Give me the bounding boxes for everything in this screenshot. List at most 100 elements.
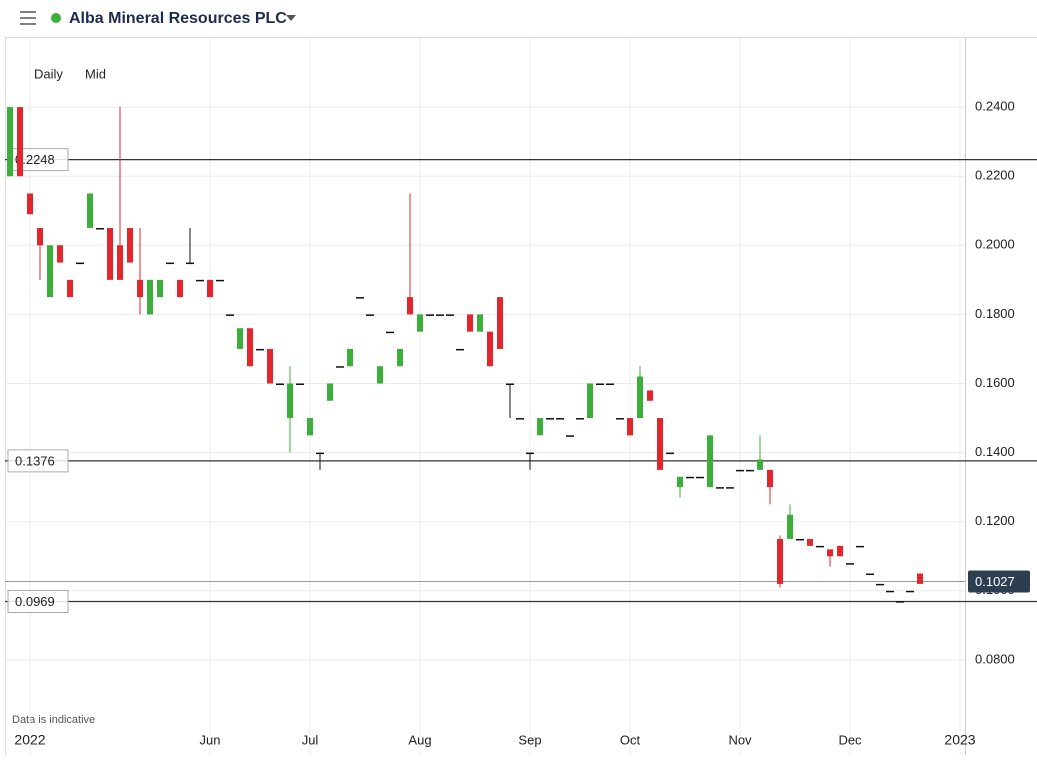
instrument-title[interactable]: Alba Mineral Resources PLC xyxy=(69,10,287,27)
candle-body xyxy=(917,573,923,584)
candle-body xyxy=(426,314,434,316)
candle-body xyxy=(366,314,374,316)
x-tick-label: Nov xyxy=(728,732,752,747)
candle-body xyxy=(696,476,704,479)
candle-body xyxy=(166,262,174,265)
candle-body xyxy=(157,279,163,298)
x-tick-label: 2023 xyxy=(944,732,975,748)
status-dot xyxy=(51,13,61,23)
candle-body xyxy=(76,262,84,265)
candle-body xyxy=(336,366,344,368)
candle-body xyxy=(436,314,444,316)
candle-body xyxy=(417,314,423,332)
y-tick-label: 0.1200 xyxy=(975,513,1015,528)
candle-body xyxy=(587,383,593,419)
x-tick-label: Oct xyxy=(620,732,641,747)
note: Data is indicative xyxy=(12,714,95,726)
candle-body xyxy=(537,418,543,436)
candle-body xyxy=(866,573,874,576)
candle-body xyxy=(17,107,23,177)
y-tick-label: 0.2200 xyxy=(975,168,1015,183)
candle-body xyxy=(787,514,793,539)
candle-body xyxy=(657,418,663,470)
candle-body xyxy=(627,418,633,436)
candle-body xyxy=(707,435,713,488)
candle-body xyxy=(736,469,744,472)
candle-body xyxy=(526,452,534,455)
x-tick-label: Sep xyxy=(518,732,541,747)
candle-body xyxy=(516,418,524,420)
candle-body xyxy=(497,297,503,349)
candle-body xyxy=(856,545,864,548)
candle-body xyxy=(386,331,394,334)
candle-body xyxy=(316,452,324,455)
level-label-box xyxy=(7,449,69,473)
candle-body xyxy=(127,228,133,263)
candle-body xyxy=(207,279,213,298)
x-tick-label: Jul xyxy=(302,732,319,747)
interval-label[interactable]: Daily xyxy=(34,66,63,81)
candle-body xyxy=(726,487,734,489)
level-label: 0.2248 xyxy=(15,152,55,167)
header: Alba Mineral Resources PLC xyxy=(5,10,1037,38)
candle-body xyxy=(837,545,843,557)
candle-body xyxy=(596,383,604,385)
candle-body xyxy=(876,583,884,586)
candle-body xyxy=(377,366,383,384)
candle-body xyxy=(267,348,273,384)
candle-body xyxy=(307,418,313,436)
y-tick-label: 0.1400 xyxy=(975,444,1015,459)
candle-body xyxy=(566,435,574,437)
candle-body xyxy=(327,383,333,401)
y-tick-label: 0.1600 xyxy=(975,375,1015,390)
candle-body xyxy=(827,549,833,557)
candle-body xyxy=(796,538,804,541)
candle-body xyxy=(506,383,514,385)
y-tick-label: 0.2000 xyxy=(975,237,1015,252)
price-type-label[interactable]: Mid xyxy=(85,66,106,81)
candle-body xyxy=(67,279,73,298)
candle-body xyxy=(137,279,143,298)
candle-body xyxy=(546,418,554,420)
candle-body xyxy=(647,390,653,401)
last-price-box xyxy=(968,570,1030,593)
candle-body xyxy=(226,314,234,316)
candle-body xyxy=(177,279,183,298)
candle-body xyxy=(356,297,364,299)
candle-body xyxy=(666,452,674,455)
candle-body xyxy=(7,107,13,177)
x-tick-label: Aug xyxy=(408,732,431,747)
candle-body xyxy=(746,469,754,472)
candle-body xyxy=(777,538,783,584)
candle-body xyxy=(256,348,264,351)
candle-body xyxy=(677,476,683,488)
candle-body xyxy=(556,418,564,420)
candle-body xyxy=(686,476,694,479)
candle-body xyxy=(186,262,194,265)
candle-body xyxy=(107,228,113,280)
candle-body xyxy=(846,563,854,565)
dropdown-arrow[interactable] xyxy=(286,15,296,21)
candle-body xyxy=(237,328,243,349)
candle-body xyxy=(296,383,304,385)
candle-body xyxy=(456,348,464,351)
candle-body xyxy=(196,279,204,282)
candle-body xyxy=(807,538,813,546)
candle-body xyxy=(87,193,93,229)
candle-body xyxy=(716,487,724,489)
candle-body xyxy=(117,245,123,280)
candle-body xyxy=(57,245,63,263)
y-tick-label: 0.2400 xyxy=(975,99,1015,114)
candle-body xyxy=(606,383,614,385)
candle-body xyxy=(896,601,904,603)
candle-body xyxy=(477,314,483,332)
candle-body xyxy=(616,418,624,420)
candle-body xyxy=(637,376,643,419)
x-tick-label: 2022 xyxy=(14,732,45,748)
candle-body xyxy=(886,590,894,593)
x-tick-label: Jun xyxy=(200,732,221,747)
y-tick-label: 0.1800 xyxy=(975,306,1015,321)
candle-body xyxy=(816,545,824,548)
